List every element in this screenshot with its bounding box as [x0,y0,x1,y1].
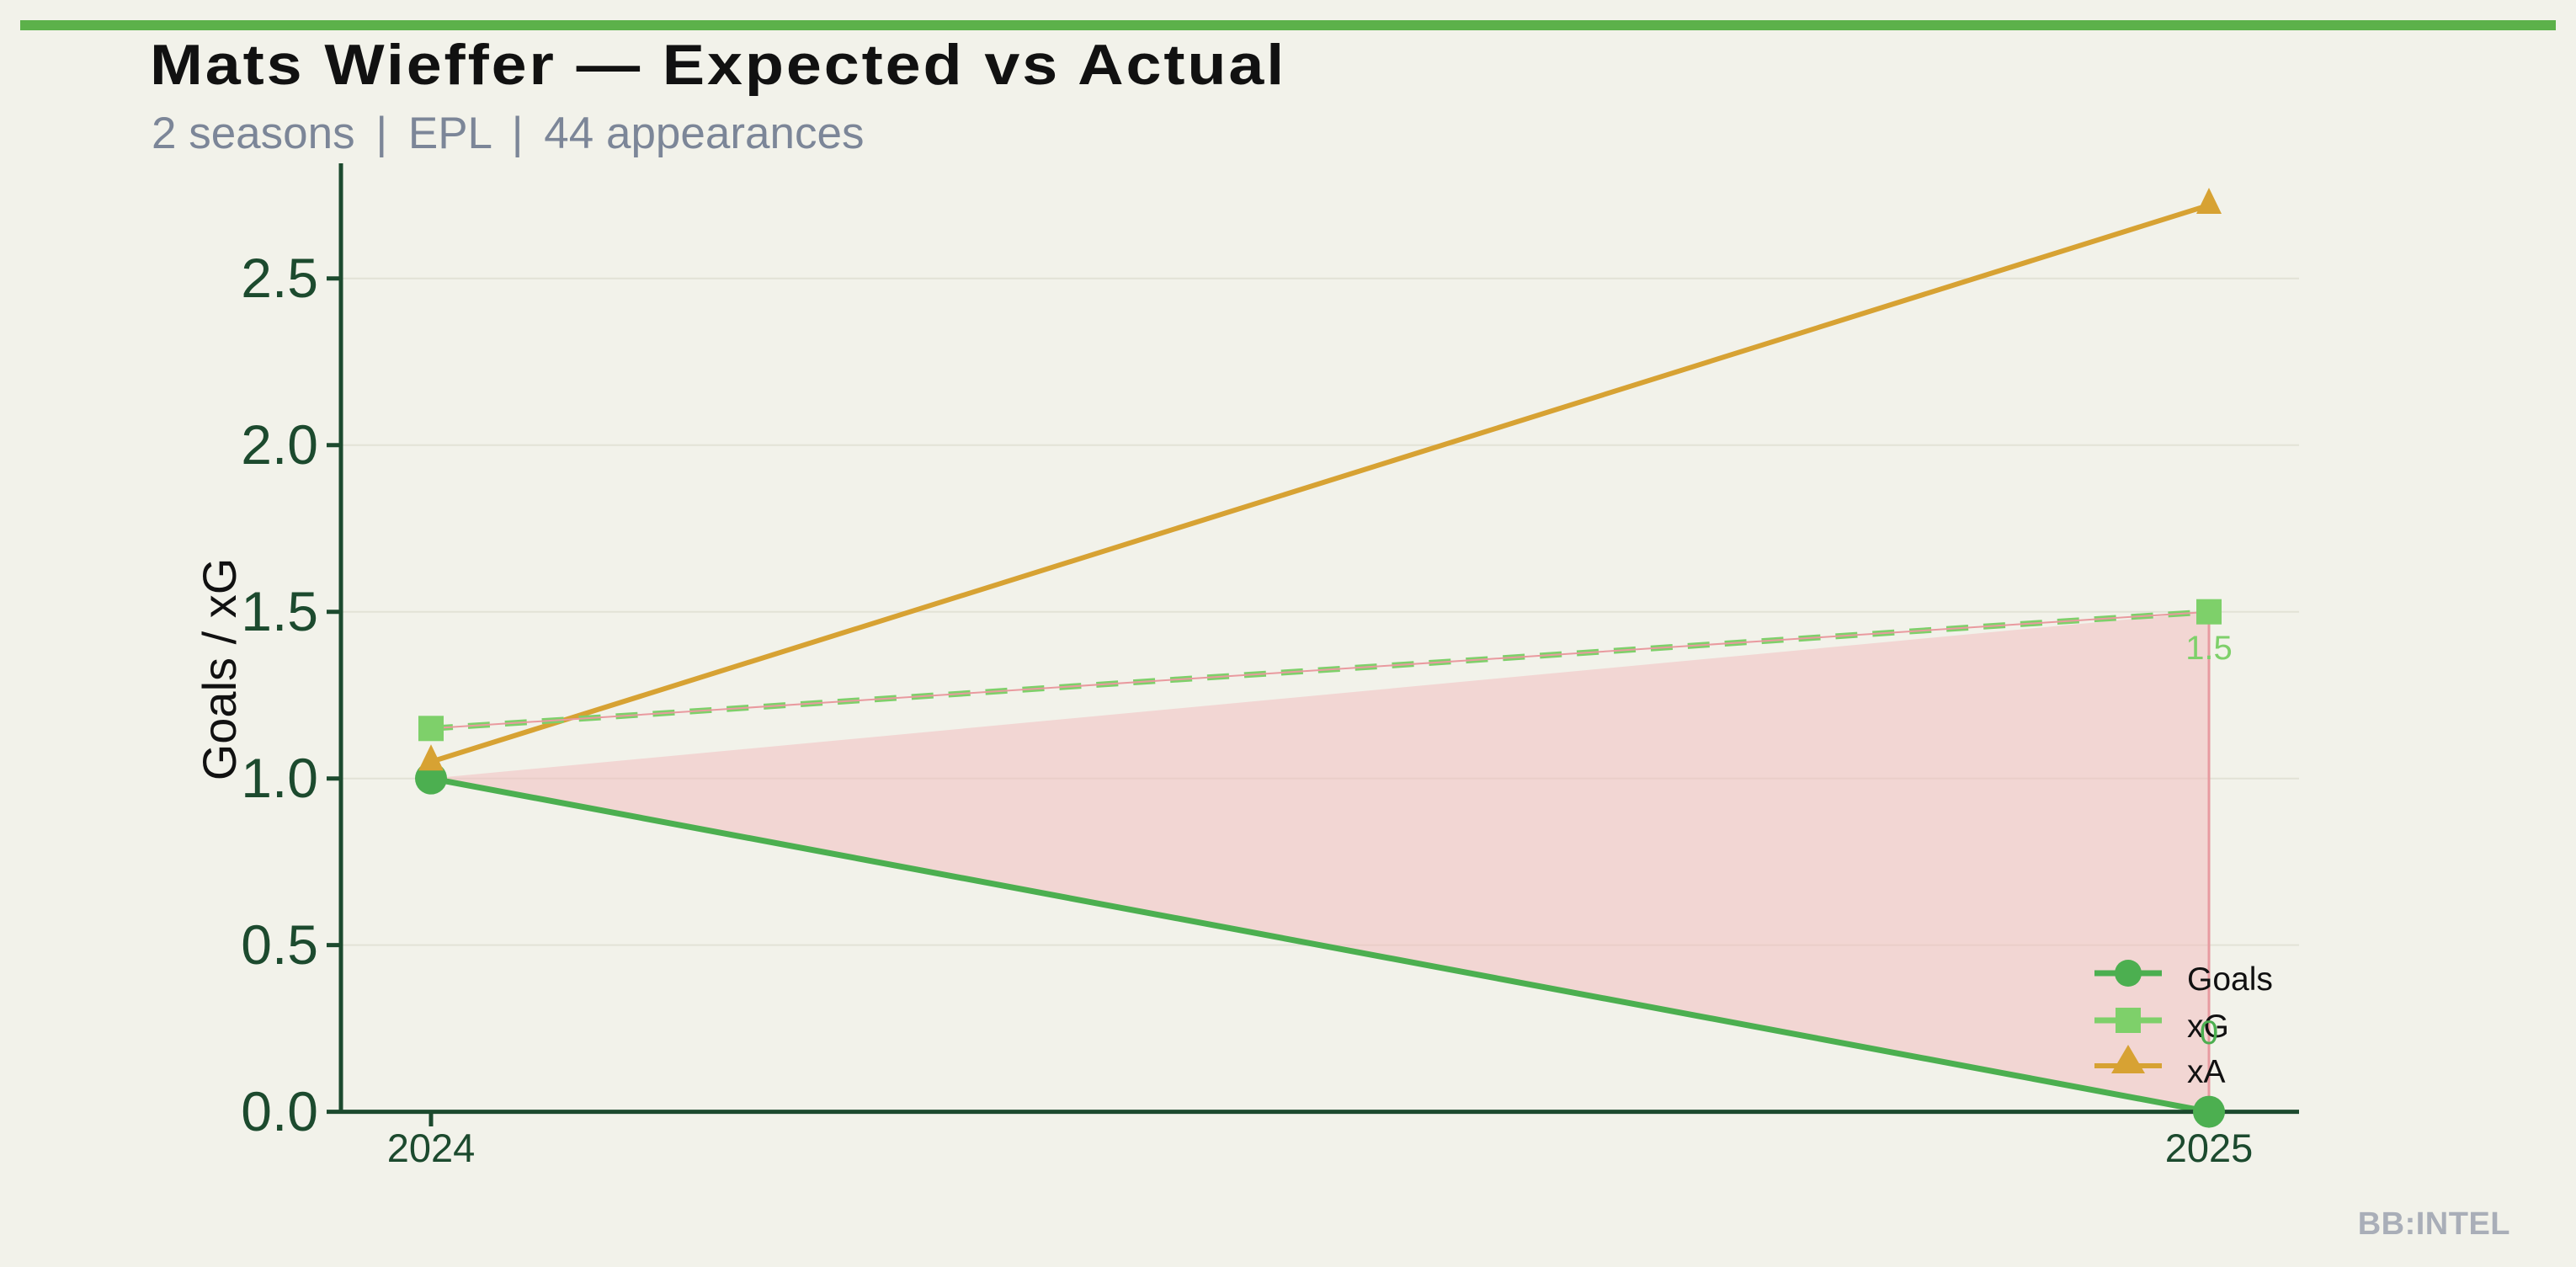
svg-text:Goals: Goals [2187,961,2273,998]
svg-text:2024: 2024 [387,1126,476,1170]
svg-text:0.5: 0.5 [241,913,318,976]
svg-text:2.0: 2.0 [241,413,318,476]
svg-text:1.5: 1.5 [2185,630,2233,667]
svg-text:xA: xA [2187,1054,2226,1090]
svg-text:Goals / xG: Goals / xG [193,558,246,781]
svg-text:2.5: 2.5 [241,247,318,309]
svg-text:0.0: 0.0 [241,1080,318,1142]
svg-text:1.0: 1.0 [241,747,318,809]
svg-text:1.5: 1.5 [241,580,318,642]
svg-text:0: 0 [2200,1014,2218,1051]
svg-text:2025: 2025 [2165,1126,2254,1170]
